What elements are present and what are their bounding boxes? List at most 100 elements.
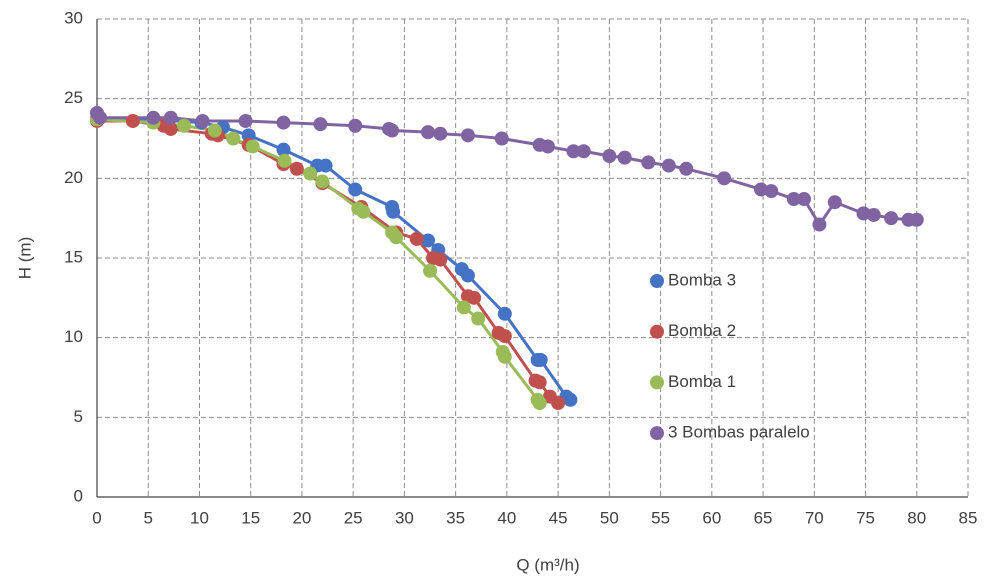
- data-point: [497, 329, 512, 344]
- x-tick-label: 80: [907, 508, 926, 527]
- data-point: [303, 166, 318, 181]
- data-point: [460, 268, 475, 283]
- data-point: [641, 155, 656, 170]
- data-point: [318, 158, 333, 173]
- data-point: [348, 118, 363, 133]
- x-tick-label: 65: [754, 508, 773, 527]
- legend-label: Bomba 1: [668, 372, 736, 391]
- data-point: [238, 113, 253, 128]
- data-point: [389, 230, 404, 245]
- legend-marker: [650, 426, 664, 441]
- data-point: [764, 184, 779, 199]
- data-point: [866, 207, 881, 222]
- data-point: [433, 126, 448, 141]
- data-point: [386, 204, 401, 219]
- legend-label: Bomba 3: [668, 270, 736, 289]
- data-point: [226, 131, 241, 146]
- data-point: [456, 300, 471, 315]
- data-point: [661, 158, 676, 173]
- data-point: [163, 121, 178, 136]
- x-tick-label: 40: [497, 508, 516, 527]
- x-tick-label: 30: [395, 508, 414, 527]
- data-point: [494, 131, 509, 146]
- data-point: [433, 252, 448, 267]
- data-point: [754, 182, 769, 197]
- data-point: [195, 113, 210, 128]
- data-point: [497, 306, 512, 321]
- x-tick-label: 25: [344, 508, 363, 527]
- x-tick-label: 5: [144, 508, 153, 527]
- data-point: [884, 211, 899, 226]
- y-tick-label: 15: [64, 247, 83, 266]
- data-point: [471, 311, 486, 326]
- data-point: [532, 375, 547, 390]
- data-point: [420, 233, 435, 248]
- data-point: [812, 217, 827, 232]
- data-point: [856, 206, 871, 221]
- x-tick-label: 55: [651, 508, 670, 527]
- data-point: [576, 144, 591, 159]
- y-tick-label: 0: [74, 486, 83, 505]
- data-point: [348, 182, 363, 197]
- data-point: [385, 123, 400, 138]
- data-point: [532, 395, 547, 410]
- data-point: [356, 204, 371, 219]
- x-tick-label: 75: [856, 508, 875, 527]
- data-point: [245, 139, 260, 154]
- x-axis-title: Q (m³/h): [516, 555, 579, 574]
- data-point: [797, 192, 812, 207]
- data-point: [313, 117, 328, 132]
- data-point: [277, 153, 292, 168]
- data-point: [617, 150, 632, 165]
- legend-marker: [650, 274, 664, 288]
- data-point: [467, 290, 482, 305]
- data-point: [827, 195, 842, 210]
- y-tick-label: 5: [74, 407, 83, 426]
- x-tick-label: 70: [805, 508, 824, 527]
- x-tick-label: 15: [241, 508, 260, 527]
- x-tick-label: 10: [190, 508, 209, 527]
- data-point: [177, 118, 192, 133]
- x-tick-label: 60: [702, 508, 721, 527]
- data-point: [566, 144, 581, 159]
- data-point: [276, 115, 291, 130]
- x-tick-label: 0: [92, 508, 101, 527]
- data-point: [125, 113, 140, 128]
- y-tick-label: 20: [64, 168, 83, 187]
- x-tick-label: 35: [446, 508, 465, 527]
- data-point: [679, 161, 694, 176]
- data-point: [540, 139, 555, 154]
- data-point: [786, 192, 801, 207]
- data-point: [315, 174, 330, 189]
- legend-label: 3 Bombas paralelo: [668, 423, 810, 442]
- legend-marker: [650, 324, 664, 339]
- x-tick-label: 50: [600, 508, 619, 527]
- data-point: [146, 110, 161, 125]
- data-point: [276, 142, 291, 157]
- data-point: [497, 349, 512, 364]
- legend-marker: [650, 375, 664, 390]
- x-tick-label: 45: [549, 508, 568, 527]
- data-point: [533, 352, 548, 367]
- data-point: [289, 161, 304, 176]
- data-point: [460, 128, 475, 143]
- data-point: [909, 212, 924, 227]
- data-point: [207, 123, 222, 138]
- data-point: [420, 125, 435, 140]
- y-axis-title: H (m): [15, 237, 34, 279]
- data-point: [409, 231, 424, 246]
- y-tick-label: 10: [64, 327, 83, 346]
- data-point: [563, 392, 578, 407]
- data-point: [602, 149, 617, 164]
- y-tick-label: 30: [64, 8, 83, 27]
- data-point: [93, 110, 108, 125]
- legend-label: Bomba 2: [668, 321, 736, 340]
- data-point: [717, 171, 732, 186]
- data-point: [163, 110, 178, 125]
- data-point: [423, 263, 438, 278]
- x-tick-label: 85: [959, 508, 978, 527]
- y-tick-label: 25: [64, 88, 83, 107]
- data-point: [551, 395, 566, 410]
- x-tick-label: 20: [292, 508, 311, 527]
